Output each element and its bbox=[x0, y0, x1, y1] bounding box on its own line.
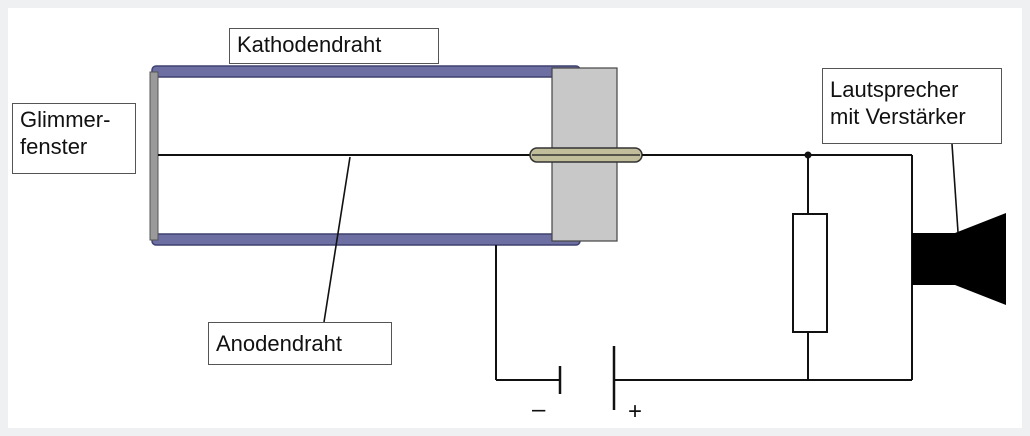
mica-window-label-line2: fenster bbox=[20, 134, 88, 159]
speaker-label: Lautsprecher mit Verstärker bbox=[822, 68, 1002, 144]
mica-window-label: Glimmer- fenster bbox=[12, 103, 136, 174]
cathode-wire-label: Kathodendraht bbox=[229, 28, 439, 64]
mica-window-label-line1: Glimmer- bbox=[20, 107, 111, 132]
speaker-label-line2: mit Verstärker bbox=[830, 104, 966, 129]
anode-wire-label-text: Anodendraht bbox=[216, 331, 342, 356]
cathode-wire-label-text: Kathodendraht bbox=[237, 32, 382, 57]
mica-window bbox=[149, 71, 159, 241]
speaker bbox=[912, 213, 1006, 305]
resistor bbox=[792, 213, 828, 333]
tube-wall-bottom bbox=[151, 233, 581, 246]
leader-speaker bbox=[951, 143, 959, 233]
speaker-label-line1: Lautsprecher bbox=[830, 77, 959, 102]
leader-anode bbox=[323, 156, 351, 323]
battery-plus-sign: + bbox=[628, 398, 643, 425]
anode-wire-label: Anodendraht bbox=[208, 322, 392, 365]
battery-minus-sign: – bbox=[532, 396, 546, 423]
tube-wall-top bbox=[151, 65, 581, 78]
